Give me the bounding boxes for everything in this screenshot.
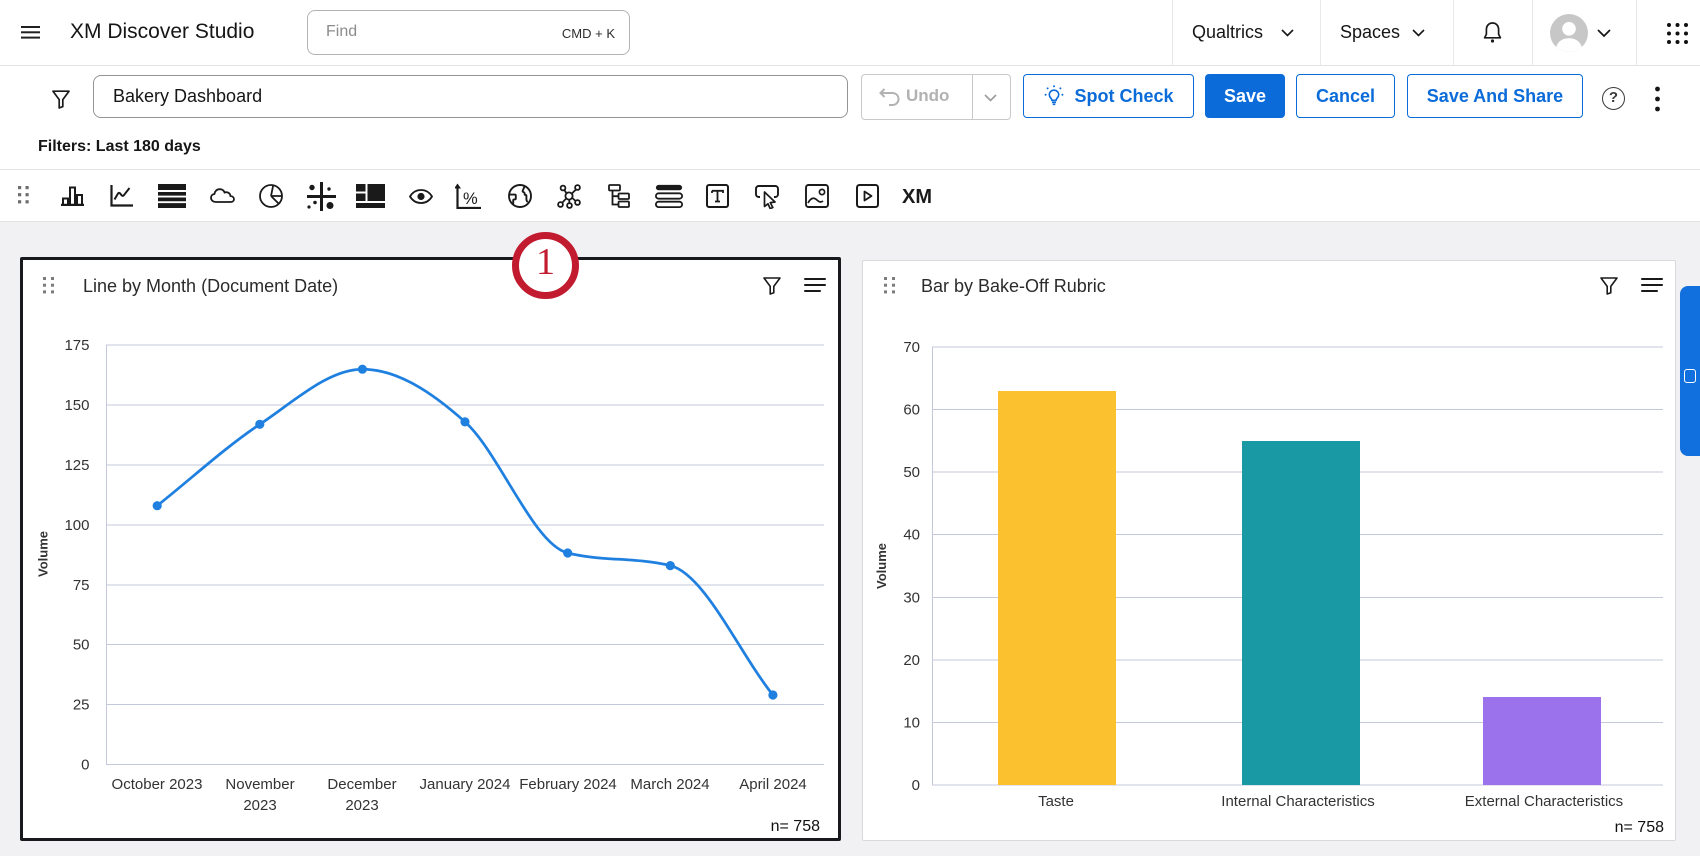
svg-text:75: 75 [73,577,90,594]
svg-text:October 2023: October 2023 [112,776,203,793]
svg-text:2023: 2023 [243,797,276,814]
svg-text:Internal Characteristics: Internal Characteristics [1221,793,1374,810]
svg-text:December: December [327,776,396,793]
svg-text:External Characteristics: External Characteristics [1465,793,1623,810]
svg-text:50: 50 [73,637,90,654]
svg-text:100: 100 [64,517,89,534]
svg-text:Volume: Volume [36,531,51,577]
svg-text:10: 10 [903,714,920,731]
svg-text:March 2024: March 2024 [630,776,709,793]
svg-text:70: 70 [903,339,920,356]
svg-text:April 2024: April 2024 [739,776,807,793]
svg-text:125: 125 [64,457,89,474]
svg-text:30: 30 [903,589,920,606]
svg-text:%: % [463,190,478,208]
svg-text:175: 175 [64,337,89,354]
svg-text:50: 50 [903,464,920,481]
svg-text:2023: 2023 [345,797,378,814]
svg-text:Volume: Volume [874,543,889,589]
svg-text:25: 25 [73,697,90,714]
svg-text:n= 758: n= 758 [771,818,820,835]
svg-text:0: 0 [912,777,920,794]
svg-text:November: November [225,776,294,793]
svg-text:20: 20 [903,652,920,669]
svg-text:0: 0 [81,757,89,774]
svg-text:60: 60 [903,402,920,419]
svg-text:n= 758: n= 758 [1615,819,1664,836]
svg-text:February 2024: February 2024 [519,776,617,793]
svg-text:January 2024: January 2024 [420,776,511,793]
svg-text:150: 150 [64,397,89,414]
svg-text:40: 40 [903,527,920,544]
svg-text:Taste: Taste [1038,793,1074,810]
